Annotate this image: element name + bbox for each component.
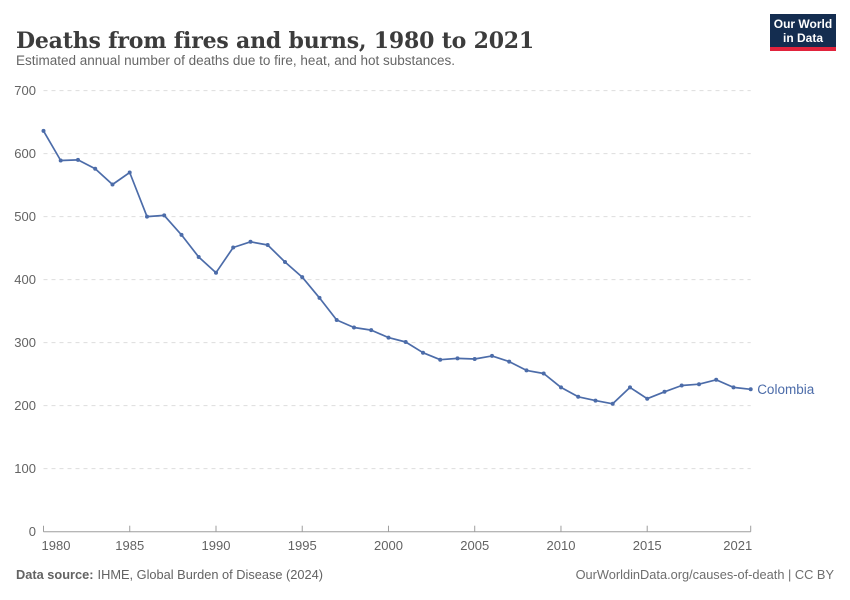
y-tick-label-0: 0 bbox=[29, 524, 36, 539]
data-point-1986[interactable] bbox=[145, 214, 149, 219]
x-tick-label-1985: 1985 bbox=[115, 538, 144, 553]
x-tick-label-1990: 1990 bbox=[202, 538, 231, 553]
data-point-2010[interactable] bbox=[559, 385, 563, 390]
data-point-1984[interactable] bbox=[110, 182, 115, 187]
data-point-1982[interactable] bbox=[76, 157, 80, 162]
data-point-2001[interactable] bbox=[403, 340, 408, 344]
y-tick-label-500: 500 bbox=[14, 209, 36, 224]
series-colombia[interactable]: Colombia bbox=[41, 128, 815, 406]
owid-logo-line2: in Data bbox=[782, 30, 823, 45]
data-point-2019[interactable] bbox=[714, 377, 719, 382]
chart-footer: Data source: IHME, Global Burden of Disea… bbox=[0, 567, 850, 582]
y-tick-label-100: 100 bbox=[14, 461, 36, 476]
data-point-2002[interactable] bbox=[421, 350, 425, 355]
chart-title: Deaths from fires and burns, 1980 to 202… bbox=[16, 27, 535, 54]
data-point-2006[interactable] bbox=[490, 353, 494, 358]
data-source-label: Data source: bbox=[16, 567, 94, 582]
data-point-1988[interactable] bbox=[179, 232, 184, 237]
data-point-2012[interactable] bbox=[593, 398, 598, 403]
data-point-1997[interactable] bbox=[334, 318, 339, 322]
y-tick-label-400: 400 bbox=[14, 272, 36, 287]
series-label-colombia[interactable]: Colombia bbox=[757, 382, 815, 397]
y-tick-label-300: 300 bbox=[14, 335, 36, 350]
data-point-1993[interactable] bbox=[265, 243, 270, 247]
data-point-2003[interactable] bbox=[438, 357, 443, 362]
data-point-2017[interactable] bbox=[679, 383, 684, 388]
data-point-2018[interactable] bbox=[697, 382, 701, 387]
data-point-1991[interactable] bbox=[231, 245, 236, 250]
data-point-1990[interactable] bbox=[214, 270, 218, 275]
y-tick-label-700: 700 bbox=[14, 83, 36, 98]
y-tick-label-200: 200 bbox=[14, 398, 36, 413]
data-source-text: IHME, Global Burden of Disease (2024) bbox=[97, 567, 324, 582]
data-point-2021[interactable] bbox=[748, 387, 753, 392]
data-point-2020[interactable] bbox=[731, 385, 736, 390]
owid-logo[interactable]: Our World in Data bbox=[770, 14, 836, 51]
y-tick-label-600: 600 bbox=[14, 146, 36, 161]
data-point-2008[interactable] bbox=[524, 368, 529, 373]
data-point-1998[interactable] bbox=[352, 325, 356, 330]
data-point-1999[interactable] bbox=[369, 328, 374, 333]
y-gridlines bbox=[43, 90, 751, 470]
data-point-1987[interactable] bbox=[162, 213, 167, 218]
data-point-2009[interactable] bbox=[541, 371, 546, 376]
data-source: Data source: IHME, Global Burden of Disea… bbox=[16, 567, 323, 582]
data-point-1983[interactable] bbox=[93, 166, 98, 171]
data-point-2016[interactable] bbox=[662, 389, 667, 394]
x-tick-label-2015: 2015 bbox=[633, 538, 662, 553]
data-point-1994[interactable] bbox=[283, 260, 287, 264]
x-ticks bbox=[43, 525, 752, 532]
x-tick-label-2005: 2005 bbox=[460, 538, 489, 553]
data-point-1996[interactable] bbox=[317, 295, 322, 300]
data-point-2014[interactable] bbox=[628, 385, 632, 390]
data-point-2005[interactable] bbox=[472, 357, 477, 361]
x-axis-labels: 1980 1985 1990 1995 2000 2005 2010 2015 2021 bbox=[42, 538, 753, 553]
data-point-2004[interactable] bbox=[455, 356, 460, 361]
x-tick-label-1995: 1995 bbox=[288, 538, 317, 553]
x-tick-label-2021: 2021 bbox=[723, 538, 752, 553]
x-tick-label-1980: 1980 bbox=[42, 538, 71, 553]
data-point-1981[interactable] bbox=[58, 158, 63, 163]
data-point-1995[interactable] bbox=[300, 275, 305, 280]
license-link[interactable]: OurWorldinData.org/causes-of-death | CC … bbox=[575, 567, 834, 582]
data-point-1989[interactable] bbox=[196, 255, 201, 259]
data-point-2007[interactable] bbox=[507, 359, 512, 364]
data-point-2013[interactable] bbox=[610, 401, 615, 406]
data-point-1980[interactable] bbox=[41, 128, 46, 133]
data-point-2000[interactable] bbox=[386, 335, 391, 340]
data-point-1985[interactable] bbox=[127, 170, 132, 175]
chart-subtitle: Estimated annual number of deaths due to… bbox=[16, 53, 456, 68]
data-point-2015[interactable] bbox=[645, 396, 650, 401]
data-point-2011[interactable] bbox=[576, 394, 581, 399]
y-axis-labels: 0 100 200 300 400 500 600 700 bbox=[14, 83, 36, 539]
series-line-colombia[interactable] bbox=[42, 130, 752, 405]
x-tick-label-2010: 2010 bbox=[547, 538, 576, 553]
data-point-1992[interactable] bbox=[248, 239, 253, 244]
owid-logo-line1: Our World bbox=[773, 16, 833, 31]
x-tick-label-2000: 2000 bbox=[374, 538, 403, 553]
